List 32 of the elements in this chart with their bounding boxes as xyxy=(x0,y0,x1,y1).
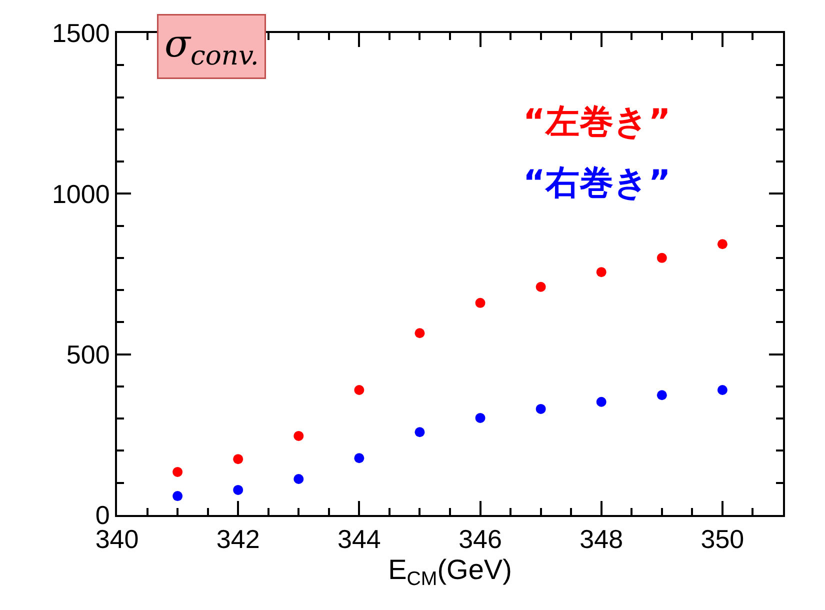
point xyxy=(172,491,183,502)
point xyxy=(596,396,606,407)
point xyxy=(414,427,425,438)
point xyxy=(354,453,364,464)
point xyxy=(294,430,304,441)
text: “左巻き” xyxy=(523,102,671,142)
x-tick-label: 350 xyxy=(700,524,744,554)
chart-title: σ$_{conv.}$ xyxy=(164,22,259,72)
point xyxy=(172,466,183,477)
x-tick-label: 342 xyxy=(216,524,260,554)
point xyxy=(536,282,546,292)
point xyxy=(536,404,546,414)
point xyxy=(475,412,486,423)
point xyxy=(596,267,606,278)
point xyxy=(294,474,304,484)
point xyxy=(233,454,244,464)
point xyxy=(233,484,244,495)
point xyxy=(354,385,364,395)
point xyxy=(656,252,667,263)
point xyxy=(717,385,728,395)
text: “右巻き” xyxy=(523,163,671,203)
y-tick-label: 1000 xyxy=(52,178,110,209)
point xyxy=(656,390,667,400)
x-axis-title: E$_{CM}$(GeV) xyxy=(388,554,512,590)
x-tick-label: 348 xyxy=(580,524,624,554)
point xyxy=(717,239,728,250)
point xyxy=(414,328,425,338)
x-tick-label: 344 xyxy=(337,524,381,554)
y-tick-label: 500 xyxy=(66,339,110,370)
y-tick-label: 1500 xyxy=(52,18,110,48)
x-tick-label: 346 xyxy=(458,524,502,554)
point xyxy=(475,298,486,308)
